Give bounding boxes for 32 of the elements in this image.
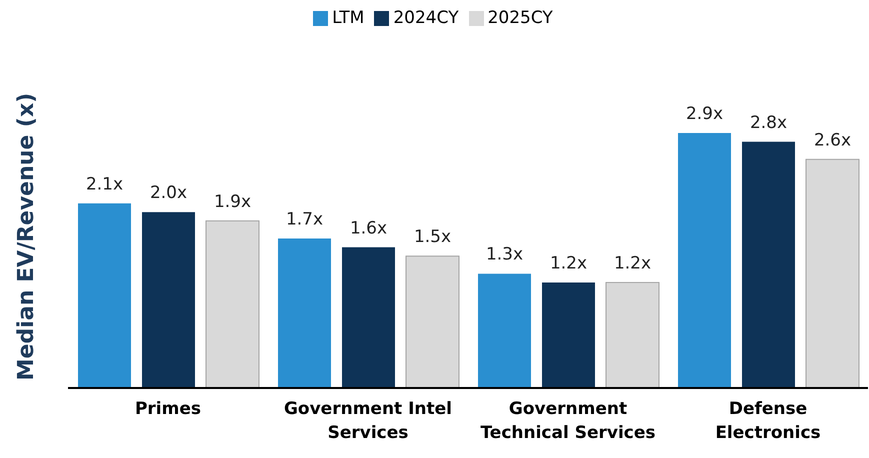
- bar: [606, 282, 660, 388]
- bar: [206, 220, 260, 388]
- data-label: 1.3x: [486, 244, 524, 265]
- bar: [678, 133, 731, 388]
- x-tick-label: Defense Electronics: [715, 399, 821, 443]
- data-label: 1.7x: [286, 210, 324, 230]
- data-label: 1.9x: [214, 192, 252, 212]
- data-label: 2.9x: [686, 104, 724, 124]
- bar: [406, 256, 460, 388]
- legend-label: LTM: [332, 8, 364, 28]
- y-axis-title: Median EV/Revenue (x): [14, 92, 39, 380]
- data-label: 2.1x: [86, 174, 124, 194]
- data-label: 1.5x: [414, 227, 452, 248]
- data-label: 2.0x: [150, 183, 188, 204]
- x-tick-label: Primes: [134, 399, 202, 419]
- bar: [78, 203, 131, 388]
- data-label: 1.6x: [350, 218, 388, 238]
- x-tick-label: Government Intel Services: [284, 399, 452, 443]
- data-label: 2.6x: [814, 130, 852, 150]
- bar: [278, 238, 331, 388]
- bar: [342, 247, 395, 388]
- legend-label: 2024CY: [393, 8, 459, 28]
- x-tick-label: Government Technical Services: [480, 399, 656, 443]
- bar: [806, 158, 860, 388]
- legend-label: 2025CY: [488, 8, 553, 28]
- bar: [742, 142, 795, 388]
- data-label: 2.8x: [750, 112, 788, 133]
- bar: [142, 212, 195, 388]
- data-label: 1.2x: [550, 253, 588, 274]
- bar: [478, 274, 531, 388]
- bar: [542, 282, 595, 388]
- data-label: 1.2x: [614, 253, 652, 274]
